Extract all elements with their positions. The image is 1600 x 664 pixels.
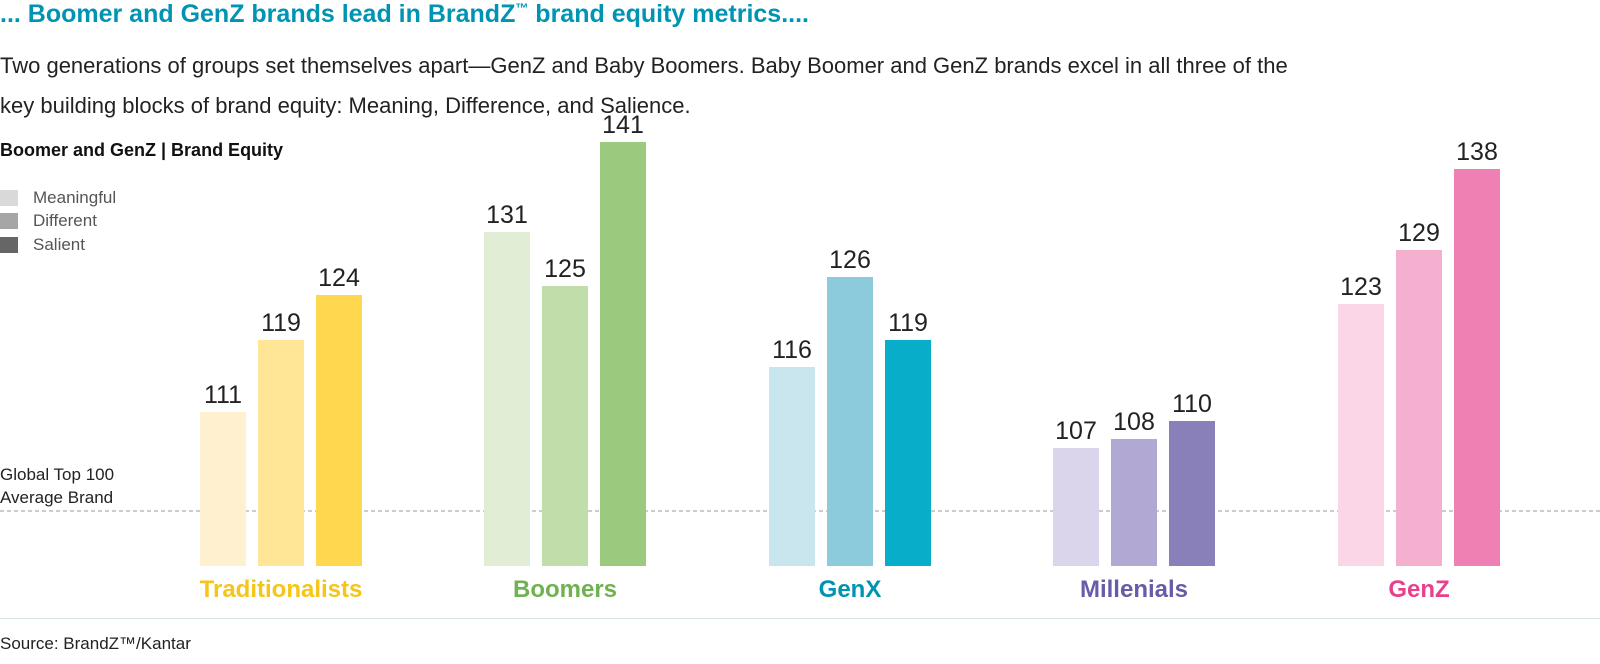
value-label-genx-salient: 119 [888,309,928,337]
bar-boomers-meaningful [484,232,530,566]
headline-text-after: brand equity metrics.... [528,0,809,28]
bar-genz-meaningful [1338,304,1384,566]
value-label-genz-salient: 138 [1456,138,1498,166]
headline-text: ... Boomer and GenZ brands lead in Brand… [0,0,516,28]
legend-item-meaningful: Meaningful [0,186,116,210]
legend-swatch-salient [0,236,18,253]
group-label-traditionalists: Traditionalists [200,576,363,603]
bar-genz-different [1396,250,1442,566]
bar-chart: 111 119 124 131 125 141 116 126 119 107 108 110 123 1… [0,111,1600,603]
value-label-genx-meaningful: 116 [772,336,812,364]
source-note: Source: BrandZ™/Kantar [0,634,191,653]
value-label-millenials-meaningful: 107 [1055,417,1097,445]
legend-label-different: Different [33,211,97,231]
bar-genx-salient [885,340,931,566]
bars-group [200,142,1500,566]
group-label-genx: GenX [819,576,882,603]
group-label-boomers: Boomers [513,576,617,603]
legend-label-salient: Salient [33,234,85,254]
intro-paragraph: Two generations of groups set themselves… [0,53,1288,118]
reference-line-label: Global Top 100 Average Brand [0,463,114,509]
group-label-millenials: Millenials [1080,576,1188,603]
bar-genx-meaningful [769,367,815,566]
value-label-traditionalists-meaningful: 111 [204,381,242,409]
value-label-boomers-meaningful: 131 [486,201,528,229]
trademark-mark: ™ [515,0,529,16]
value-label-traditionalists-salient: 124 [318,264,360,292]
group-label-genz: GenZ [1388,576,1449,603]
value-labels-group: 111 119 124 131 125 141 116 126 119 107 108 110 123 1… [204,111,1498,445]
bar-millenials-meaningful [1053,448,1099,566]
value-label-genx-different: 126 [829,246,871,274]
legend: Meaningful Different Salient [0,186,116,257]
bar-boomers-different [542,286,588,566]
value-label-genz-different: 129 [1398,219,1440,247]
value-label-traditionalists-different: 119 [261,309,301,337]
legend-label-meaningful: Meaningful [33,187,117,207]
bar-traditionalists-meaningful [200,412,246,566]
bar-millenials-salient [1169,421,1215,566]
bar-genz-salient [1454,169,1500,566]
value-label-boomers-different: 125 [544,255,586,283]
footer-divider [0,618,1600,619]
bar-boomers-salient [600,142,646,566]
legend-swatch-meaningful [0,189,18,206]
chart-title: Boomer and GenZ | Brand Equity [0,140,284,160]
bar-traditionalists-different [258,340,304,566]
value-label-genz-meaningful: 123 [1340,273,1382,301]
value-label-boomers-salient: 141 [602,111,644,139]
bar-traditionalists-salient [316,295,362,566]
legend-swatch-different [0,213,18,230]
headline: ... Boomer and GenZ brands lead in Brand… [0,0,809,29]
legend-item-salient: Salient [0,233,116,257]
group-labels-group: Traditionalists Boomers GenX Millenials GenZ [200,576,1450,603]
bar-genx-different [827,277,873,566]
value-label-millenials-salient: 110 [1172,390,1212,418]
bar-millenials-different [1111,439,1157,566]
legend-item-different: Different [0,210,116,234]
reference-line-label-text: Global Top 100 Average Brand [0,465,115,507]
value-label-millenials-different: 108 [1113,408,1155,436]
